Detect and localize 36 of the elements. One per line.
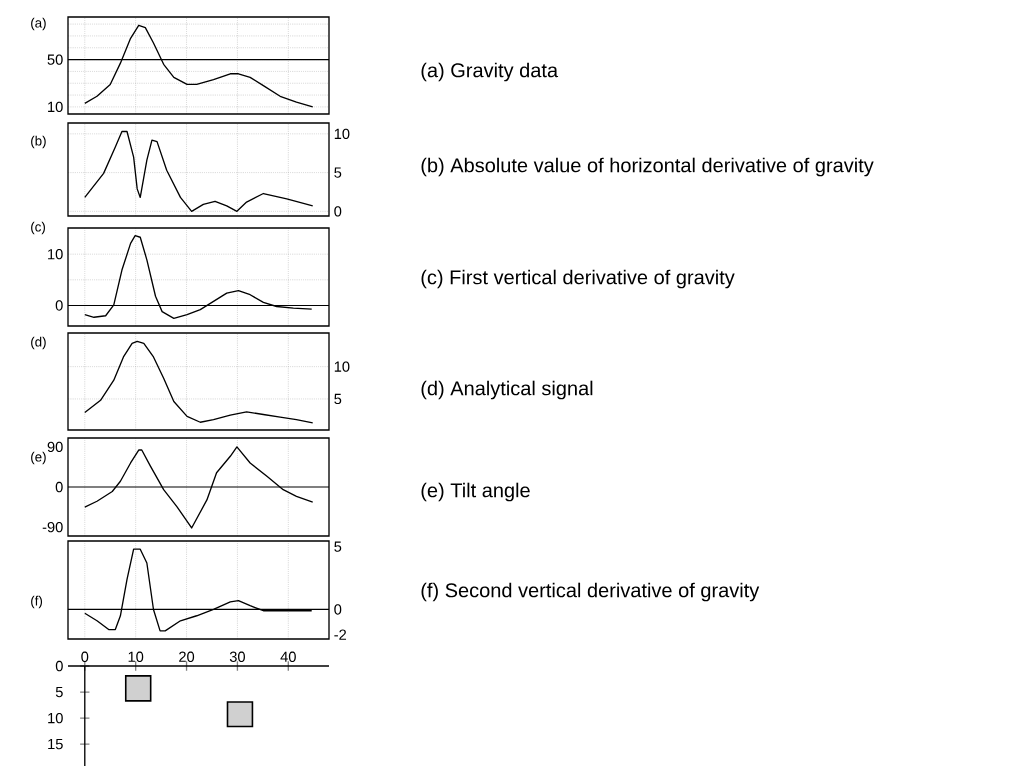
x-tick-label: 40 bbox=[280, 651, 296, 662]
text: (b) Absolute value of horizontal derivative of gravity bbox=[421, 157, 874, 177]
text: (d) Analytical signal bbox=[421, 380, 593, 400]
y-tick-label: 5 bbox=[55, 686, 63, 698]
chart-title: (d) bbox=[31, 336, 46, 350]
y2-tick-label: 0 bbox=[334, 206, 342, 217]
y-tick-label: 10 bbox=[48, 712, 63, 724]
x-tick-label: 20 bbox=[179, 651, 195, 662]
y2-tick-label: -2 bbox=[334, 629, 347, 640]
text: (a) Gravity data bbox=[421, 62, 559, 82]
y-tick-label: 0 bbox=[55, 660, 63, 672]
text: (f) bbox=[31, 595, 43, 609]
y2-tick-label: 10 bbox=[334, 361, 350, 372]
text: (c) First vertical derivative of gravity bbox=[421, 269, 735, 289]
y-tick-label: 0 bbox=[55, 481, 63, 493]
y2-tick-label: 0 bbox=[334, 604, 342, 615]
y-tick-label: 10 bbox=[48, 248, 63, 260]
y-tick-label: 0 bbox=[55, 300, 63, 311]
text: (f) Second vertical derivative of gravity bbox=[421, 582, 760, 602]
text: (b) bbox=[31, 135, 46, 149]
text: (e) Tilt angle bbox=[421, 482, 530, 502]
y2-tick-label: 5 bbox=[334, 541, 342, 552]
x-tick-label: 30 bbox=[229, 651, 245, 662]
x-tick-label: 0 bbox=[81, 651, 89, 662]
y-tick-label: 50 bbox=[47, 54, 63, 65]
y2-tick-label: 5 bbox=[334, 393, 342, 405]
y-tick-label: 90 bbox=[47, 441, 63, 453]
y2-tick-label: 5 bbox=[334, 167, 342, 178]
y-tick-label: 15 bbox=[48, 739, 63, 750]
y2-tick-label: 10 bbox=[334, 128, 350, 140]
y-tick-label: -90 bbox=[42, 521, 63, 533]
x-tick-label: 10 bbox=[128, 651, 144, 662]
y-tick-label: 10 bbox=[48, 101, 63, 113]
chart-title: (c) bbox=[31, 221, 45, 235]
text: (e) bbox=[31, 451, 46, 465]
chart-title: (a) bbox=[31, 17, 46, 31]
